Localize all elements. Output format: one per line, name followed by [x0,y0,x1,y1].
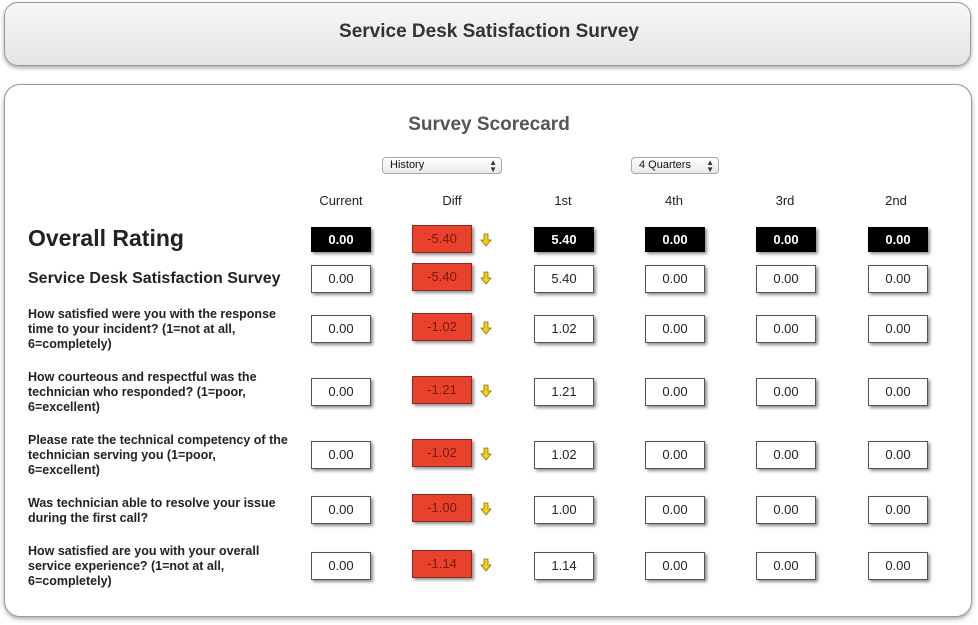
score-value: 0.00 [311,265,371,293]
column-header: 1st [554,193,572,208]
score-value: 0.00 [645,265,705,293]
question-label: How satisfied were you with the response… [28,307,276,351]
score-value: 0.00 [311,496,371,524]
score-value: 0.00 [756,378,816,406]
score-value: 5.40 [534,265,594,293]
score-value: 5.40 [534,227,594,252]
score-value: 0.00 [311,552,371,580]
header-panel [4,2,971,66]
diff-value: -1.21 [412,376,472,404]
diff-value: -1.02 [412,313,472,341]
arrow-down-icon [480,271,492,285]
page-title: Service Desk Satisfaction Survey [339,21,639,42]
arrow-down-icon [480,321,492,335]
quarters-select-value: 4 Quarters [639,159,691,171]
score-value: 0.00 [868,315,928,343]
score-value: 1.14 [534,552,594,580]
question-label: Please rate the technical competency of … [28,433,288,477]
arrow-down-icon [480,447,492,461]
diff-value: -1.14 [412,550,472,578]
question-label: How satisfied are you with your overall … [28,544,260,588]
arrow-down-icon [480,502,492,516]
column-header: 2nd [885,193,907,208]
diff-value: -1.02 [412,439,472,467]
score-value: 0.00 [756,496,816,524]
question-label: Was technician able to resolve your issu… [28,496,276,525]
score-value: 0.00 [311,227,371,252]
diff-value: -1.00 [412,494,472,522]
scorecard-title: Survey Scorecard [408,114,570,135]
score-value: 1.02 [534,315,594,343]
history-select-value: History [390,159,425,171]
score-value: 0.00 [311,441,371,469]
score-value: 0.00 [645,441,705,469]
score-value: 0.00 [645,315,705,343]
column-header: Current [319,193,363,208]
score-value: 0.00 [311,315,371,343]
score-value: 0.00 [756,265,816,293]
arrow-down-icon [480,558,492,572]
score-value: 0.00 [868,552,928,580]
score-value: 0.00 [868,441,928,469]
column-header: 4th [664,193,684,208]
survey-label: Service Desk Satisfaction Survey [28,270,281,287]
score-value: 0.00 [756,315,816,343]
history-select[interactable]: History ▲ ▼ [382,157,502,174]
column-header: 3rd [775,193,795,208]
score-value: 0.00 [645,552,705,580]
score-value: 0.00 [868,227,928,252]
score-value: 0.00 [645,496,705,524]
score-value: 0.00 [311,378,371,406]
score-value: 0.00 [645,227,705,252]
score-value: 0.00 [756,552,816,580]
score-value: 0.00 [756,441,816,469]
score-value: 0.00 [756,227,816,252]
score-value: 1.02 [534,441,594,469]
score-value: 1.21 [534,378,594,406]
select-arrows-icon: ▲ ▼ [706,157,714,174]
quarters-select[interactable]: 4 Quarters ▲ ▼ [631,157,719,174]
score-value: 0.00 [645,378,705,406]
question-label: How courteous and respectful was the tec… [28,370,257,414]
select-arrows-icon: ▲ ▼ [489,157,497,174]
diff-value: -5.40 [412,263,472,291]
arrow-down-icon [480,233,492,247]
diff-value: -5.40 [412,225,472,253]
score-value: 0.00 [868,496,928,524]
score-value: 1.00 [534,496,594,524]
overall-rating-label: Overall Rating [28,225,184,251]
column-header: Diff [442,193,462,208]
arrow-down-icon [480,384,492,398]
score-value: 0.00 [868,265,928,293]
score-value: 0.00 [868,378,928,406]
